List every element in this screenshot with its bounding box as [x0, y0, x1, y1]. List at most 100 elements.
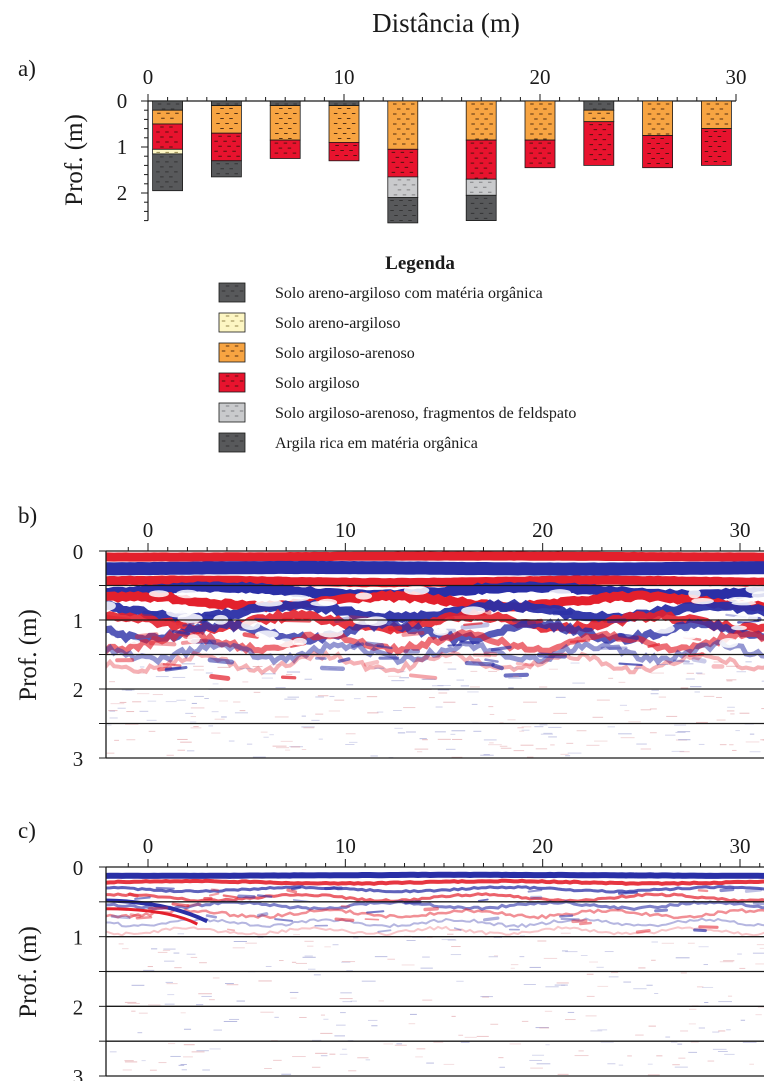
borehole-layer: [387, 176, 419, 198]
radar-reflector: [106, 590, 764, 613]
radar-diffraction: [134, 896, 151, 900]
radar-gap: [688, 588, 701, 599]
radar-diffraction: [460, 622, 490, 630]
legend-item-label: Solo argiloso: [275, 375, 360, 392]
radar-diffraction: [256, 912, 269, 918]
radar-diffraction: [222, 894, 239, 899]
x-tick-label: 10: [335, 518, 356, 542]
radar-reflector: [106, 917, 764, 929]
panel-b-ylabel: Prof. (m): [15, 609, 42, 701]
radar-gap: [187, 634, 200, 644]
radar-gap: [433, 628, 449, 636]
panel-a-label: a): [18, 56, 36, 81]
borehole-layer: [210, 132, 242, 162]
radar-diffraction: [274, 918, 294, 922]
borehole: [524, 100, 556, 169]
borehole-layer: [524, 100, 556, 141]
radar-gap: [691, 597, 714, 605]
radar-reflector: [106, 871, 764, 879]
radar-diffraction: [526, 618, 544, 625]
radar-diffraction: [135, 915, 153, 920]
radar-diffraction: [148, 906, 169, 911]
radar-diffraction: [171, 630, 191, 636]
borehole-layer: [387, 100, 419, 150]
radar-diffraction: [719, 887, 735, 893]
panel-b-radargram: b) Prof. (m) 0 10 20 30 0 1 2 3: [15, 503, 764, 771]
radar-diffraction: [698, 925, 719, 929]
y-tick-label: 3: [73, 747, 84, 771]
radar-diffraction: [364, 918, 380, 921]
radar-reflector: [106, 885, 764, 894]
radar-reflector: [106, 575, 764, 588]
borehole-layer: [465, 178, 497, 196]
radar-diffraction: [618, 662, 643, 667]
x-tick-label: 20: [532, 518, 553, 542]
radar-diffraction: [447, 643, 462, 647]
radar-diffraction: [647, 642, 661, 648]
legend-item-label: Argila rica em matéria orgânica: [275, 435, 478, 452]
borehole-layer: [465, 139, 497, 180]
borehole-layer: [387, 148, 419, 178]
radar-diffraction: [110, 914, 131, 920]
borehole-layer: [642, 100, 673, 136]
radar-diffraction: [511, 618, 537, 626]
y-tick-label: 1: [117, 135, 128, 159]
radar-diffraction: [464, 660, 495, 667]
radar-reflector: [106, 925, 764, 937]
panel-c-label: c): [18, 818, 36, 843]
borehole-layer: [152, 148, 184, 155]
radar-diffraction: [423, 907, 439, 912]
radar-diffraction: [227, 928, 236, 932]
borehole-layer: [210, 100, 242, 106]
y-tick-label: 1: [73, 926, 84, 950]
radar-diffraction: [569, 639, 591, 643]
borehole-layer: [642, 135, 673, 169]
radar-reflector: [106, 639, 764, 666]
legend-swatch-box: [218, 312, 246, 333]
radar-gap: [731, 600, 757, 606]
radar-diffraction: [363, 659, 380, 667]
radar-diffraction: [691, 656, 707, 664]
legend-item-label: Solo argiloso-arenoso: [275, 345, 415, 362]
radar-diffraction: [571, 919, 588, 924]
panel-c-radargram: c) Prof. (m) 0 10 20 30 0 1 2 3: [15, 818, 764, 1081]
y-tick-label: 3: [73, 1065, 84, 1081]
radar-diffraction: [503, 672, 530, 678]
radar-diffraction: [351, 642, 365, 649]
borehole: [642, 100, 673, 169]
borehole-layer: [328, 141, 360, 162]
radar-diffraction: [209, 674, 231, 681]
radar-reflector: [106, 649, 764, 676]
x-tick-label: 10: [335, 834, 356, 858]
radar-diffraction: [484, 658, 499, 663]
radar-diffraction: [401, 630, 425, 637]
radar-diffraction: [290, 886, 302, 891]
radar-gap: [652, 623, 675, 634]
radar-reflector: [106, 907, 199, 926]
radar-diffraction: [491, 663, 504, 671]
radar-gap: [175, 589, 200, 599]
borehole: [269, 100, 301, 159]
radar-gap: [292, 637, 307, 646]
radar-gap: [106, 601, 116, 611]
radar-diffraction: [617, 890, 638, 895]
y-tick-label: 2: [73, 678, 84, 702]
borehole-layer: [152, 100, 184, 111]
panel-a-ylabel: Prof. (m): [61, 114, 88, 206]
radar-diffraction: [490, 645, 512, 652]
y-tick-label: 0: [73, 540, 84, 564]
borehole-layer: [152, 109, 184, 125]
legend-swatch: [218, 402, 246, 423]
borehole-layer: [328, 100, 360, 106]
borehole-layer: [152, 123, 184, 150]
x-tick-label: 20: [532, 834, 553, 858]
radar-reflector: [106, 898, 209, 924]
radar-diffraction: [559, 914, 574, 918]
borehole-layer: [465, 194, 497, 222]
radar-diffraction: [552, 610, 573, 616]
radar-diffraction: [164, 665, 188, 672]
y-tick-label: 2: [117, 181, 128, 205]
legend-swatch-box: [218, 402, 246, 423]
radar-diffraction: [744, 888, 763, 893]
